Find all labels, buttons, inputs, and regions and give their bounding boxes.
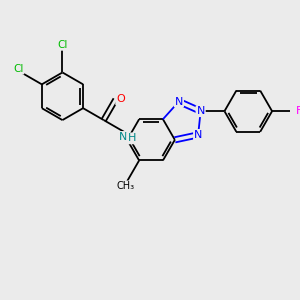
Text: Cl: Cl (13, 64, 23, 74)
Text: N: N (119, 132, 127, 142)
Text: O: O (116, 94, 125, 104)
Text: F: F (296, 106, 300, 116)
Text: N: N (196, 106, 205, 116)
Text: Cl: Cl (57, 40, 68, 50)
Text: N: N (194, 130, 202, 140)
Text: N: N (175, 97, 183, 106)
Text: CH₃: CH₃ (117, 181, 135, 191)
Text: H: H (128, 134, 136, 143)
